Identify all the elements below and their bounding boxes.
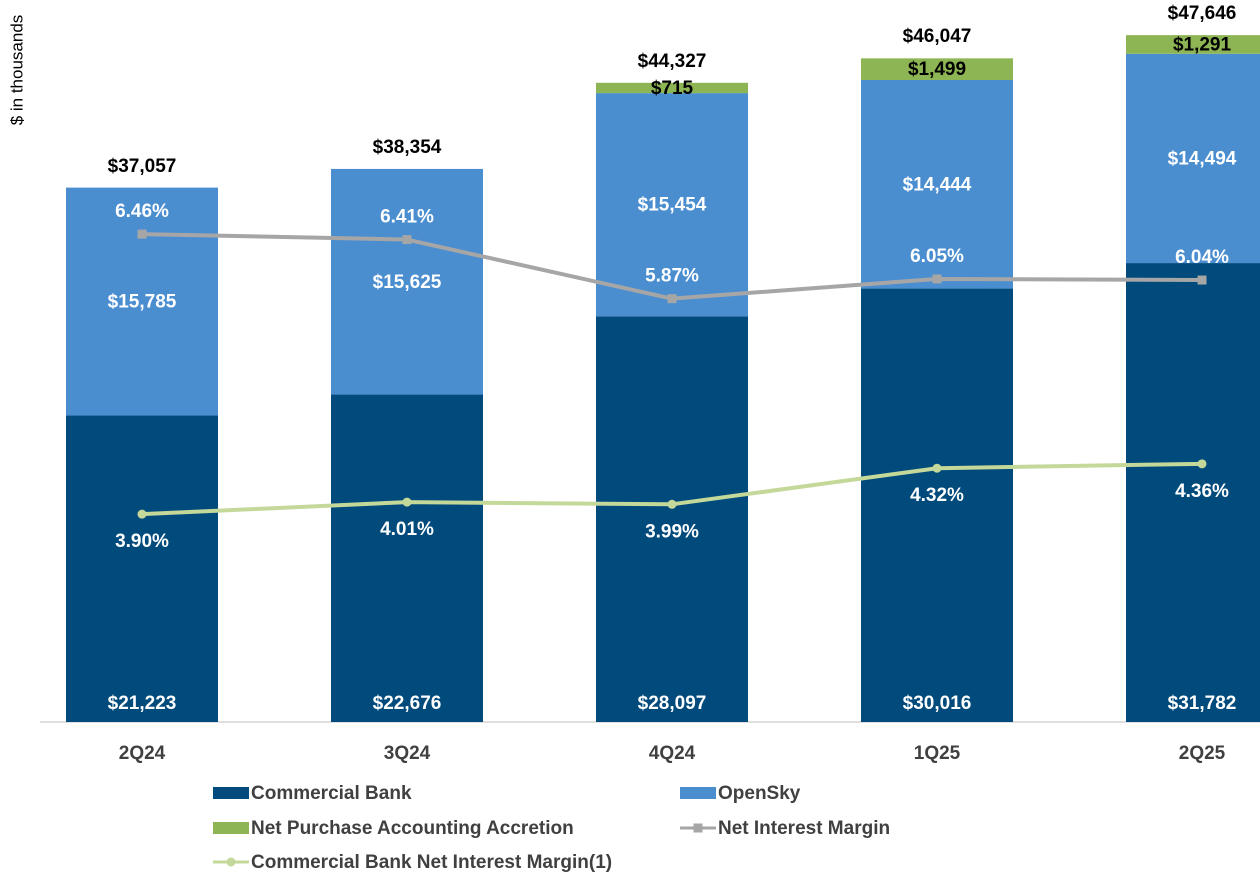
bar-segment [596,316,748,722]
line-marker [1197,459,1207,469]
line-marker [137,509,147,519]
line-marker [1197,275,1207,285]
bar-value-label: $1,499 [908,59,966,80]
line-value-label: 4.36% [1175,481,1229,502]
x-tick-label: 3Q24 [384,743,431,764]
line-value-label: 6.04% [1175,247,1229,268]
total-label: $47,646 [1168,3,1237,24]
bar-segment [66,415,218,722]
legend-label: Net Purchase Accounting Accretion [251,818,574,839]
bar-segment [861,288,1013,722]
total-label: $46,047 [903,26,972,47]
bar-value-label: $15,785 [108,292,177,313]
bar-segment [331,394,483,722]
line-marker [402,497,412,507]
bar-segment [861,79,1013,289]
line-value-label: 6.46% [115,201,169,222]
legend-label: OpenSky [718,783,801,804]
legend-swatch [213,787,249,799]
x-tick-label: 4Q24 [649,743,696,764]
bar-segment [1126,53,1260,264]
line-value-label: 3.99% [645,521,699,542]
line-value-label: 6.05% [910,246,964,267]
line-value-label: 5.87% [645,266,699,287]
bar-value-label: $15,454 [638,195,707,216]
y-axis-label: $ in thousands [7,15,26,126]
line-marker [137,229,147,239]
line-marker [932,463,942,473]
legend-marker [226,857,236,867]
bar-value-label: $14,444 [903,174,972,195]
bar-segment [331,168,483,395]
bar-segment [596,82,748,94]
bar-segment [596,93,748,317]
bar-value-label: $15,625 [373,272,442,293]
bar-value-label: $1,291 [1173,34,1232,55]
line-value-label: 4.01% [380,519,434,540]
line-marker [932,274,942,284]
bar-segment [861,58,1013,80]
bar-segment [66,187,218,416]
x-tick-label: 1Q25 [914,743,961,764]
bar-value-label: $21,223 [108,693,177,714]
bar-value-label: $715 [651,78,694,99]
legend-swatch [680,787,716,799]
bar-value-label: $22,676 [373,693,442,714]
total-label: $44,327 [638,51,707,72]
legend-label: Commercial Bank [251,783,412,804]
x-tick-label: 2Q24 [119,743,166,764]
total-label: $37,057 [108,156,177,177]
legend-marker [693,823,703,833]
bar-segment [1126,35,1260,54]
line-value-label: 4.32% [910,485,964,506]
bar-value-label: $14,494 [1168,148,1237,169]
bar-value-label: $31,782 [1168,693,1237,714]
bar-value-label: $28,097 [638,693,707,714]
line-marker [402,235,412,245]
legend-label: Net Interest Margin [718,818,890,839]
line-marker [667,294,677,304]
line-value-label: 6.41% [380,207,434,228]
line-marker [667,499,677,509]
legend-swatch [213,822,249,834]
legend-label: Commercial Bank Net Interest Margin(1) [251,852,612,873]
bar-value-label: $30,016 [903,693,972,714]
total-label: $38,354 [373,137,442,158]
line-value-label: 3.90% [115,531,169,552]
x-tick-label: 2Q25 [1179,743,1226,764]
bar-segment [1126,263,1260,722]
